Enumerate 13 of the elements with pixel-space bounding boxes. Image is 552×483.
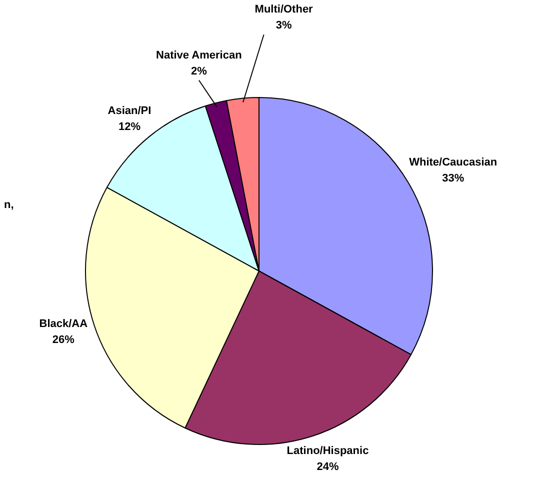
data-label: 33% [442, 172, 464, 184]
data-label: 3% [276, 20, 292, 32]
data-label: 12% [118, 120, 141, 133]
text: n, [4, 199, 14, 212]
slice-label: Latino/Hispanic [286, 444, 369, 457]
data-label: 2% [190, 65, 208, 78]
slice-label: Multi/Other [254, 4, 314, 16]
slice-label: Native American [156, 49, 242, 62]
data-label: 24% [316, 460, 339, 473]
data-label: 26% [52, 334, 75, 346]
slice-label: White/Caucasian [409, 156, 498, 168]
slice-label: Black/AA [39, 318, 88, 330]
slice-label: Asian/PI [108, 104, 152, 117]
